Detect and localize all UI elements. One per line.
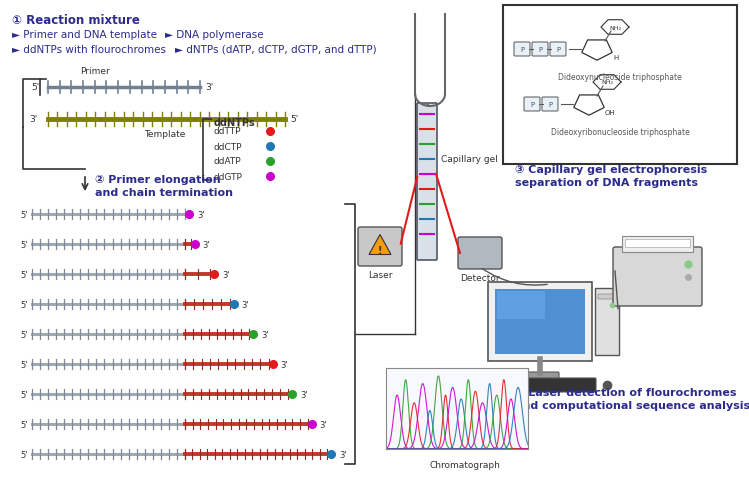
- Text: ddNTPs: ddNTPs: [214, 118, 255, 128]
- Text: Template: Template: [145, 130, 186, 139]
- Text: Chromatograph: Chromatograph: [430, 460, 500, 469]
- Text: 3': 3': [242, 300, 249, 309]
- FancyBboxPatch shape: [595, 288, 619, 355]
- FancyBboxPatch shape: [524, 98, 540, 112]
- Polygon shape: [369, 235, 391, 255]
- Text: 5': 5': [31, 83, 40, 92]
- Text: ddATP: ddATP: [214, 157, 242, 166]
- Text: Capillary gel: Capillary gel: [441, 154, 498, 163]
- Text: P: P: [530, 102, 534, 108]
- Text: 5': 5': [20, 330, 28, 339]
- Text: 3': 3': [30, 115, 38, 124]
- Text: P: P: [556, 47, 560, 53]
- FancyBboxPatch shape: [598, 294, 616, 299]
- Text: Detector: Detector: [460, 273, 500, 283]
- Text: ③ Capillary gel electrophoresis: ③ Capillary gel electrophoresis: [515, 164, 707, 175]
- Text: 3': 3': [300, 390, 308, 399]
- Text: 5': 5': [20, 360, 28, 369]
- Text: 3': 3': [281, 360, 288, 369]
- Text: 5': 5': [20, 449, 28, 459]
- Text: Dideoxynucleoside triphosphate: Dideoxynucleoside triphosphate: [558, 73, 682, 82]
- Text: ► DNA polymerase: ► DNA polymerase: [165, 30, 264, 40]
- Text: ► ddNTPs with flourochromes: ► ddNTPs with flourochromes: [12, 45, 166, 55]
- Text: 5': 5': [20, 240, 28, 249]
- FancyBboxPatch shape: [458, 238, 502, 269]
- Text: and chain termination: and chain termination: [95, 187, 233, 198]
- Text: NH₂: NH₂: [609, 25, 621, 30]
- FancyBboxPatch shape: [613, 247, 702, 306]
- Text: 5': 5': [20, 390, 28, 399]
- FancyBboxPatch shape: [503, 6, 737, 164]
- Text: Dideoxyribonucleoside triphosphate: Dideoxyribonucleoside triphosphate: [551, 128, 689, 137]
- Text: H: H: [613, 55, 618, 61]
- FancyBboxPatch shape: [497, 291, 545, 320]
- FancyBboxPatch shape: [532, 43, 548, 57]
- Text: 5': 5': [20, 300, 28, 309]
- FancyBboxPatch shape: [484, 378, 596, 392]
- Text: Laser: Laser: [368, 270, 392, 280]
- FancyBboxPatch shape: [521, 372, 559, 379]
- Text: P: P: [520, 47, 524, 53]
- Text: ② Primer elongation: ② Primer elongation: [95, 175, 221, 185]
- FancyBboxPatch shape: [488, 283, 592, 361]
- Text: ► dNTPs (dATP, dCTP, dGTP, and dTTP): ► dNTPs (dATP, dCTP, dGTP, and dTTP): [175, 45, 377, 55]
- FancyBboxPatch shape: [550, 43, 566, 57]
- Text: 3': 3': [205, 83, 213, 92]
- Text: 3': 3': [261, 330, 269, 339]
- Text: and computational sequence analysis: and computational sequence analysis: [515, 400, 749, 410]
- FancyBboxPatch shape: [417, 104, 437, 261]
- Text: NH₂: NH₂: [601, 81, 613, 85]
- FancyBboxPatch shape: [495, 289, 585, 354]
- Text: 5': 5': [290, 115, 298, 124]
- Text: OH: OH: [605, 110, 616, 116]
- FancyBboxPatch shape: [542, 98, 558, 112]
- FancyBboxPatch shape: [625, 240, 690, 247]
- Text: 3': 3': [197, 210, 204, 219]
- Text: !: !: [377, 245, 382, 255]
- Text: ► Primer and DNA template: ► Primer and DNA template: [12, 30, 157, 40]
- Text: ① Reaction mixture: ① Reaction mixture: [12, 14, 140, 27]
- Text: ddTTP: ddTTP: [214, 127, 241, 136]
- Text: separation of DNA fragments: separation of DNA fragments: [515, 178, 698, 187]
- Text: ddGTP: ddGTP: [214, 172, 243, 181]
- Text: 3': 3': [203, 240, 210, 249]
- FancyBboxPatch shape: [514, 43, 530, 57]
- FancyBboxPatch shape: [358, 227, 402, 266]
- Text: 5': 5': [20, 270, 28, 279]
- Text: 3': 3': [320, 420, 327, 428]
- Text: P: P: [538, 47, 542, 53]
- Text: ddCTP: ddCTP: [214, 142, 243, 151]
- Text: 5': 5': [20, 420, 28, 428]
- Text: 3': 3': [339, 449, 347, 459]
- Text: 5': 5': [20, 210, 28, 219]
- Text: P: P: [548, 102, 552, 108]
- Text: Primer: Primer: [80, 67, 110, 76]
- FancyBboxPatch shape: [622, 237, 693, 252]
- Text: 3': 3': [222, 270, 230, 279]
- Text: ④ Laser detection of flourochromes: ④ Laser detection of flourochromes: [515, 387, 736, 397]
